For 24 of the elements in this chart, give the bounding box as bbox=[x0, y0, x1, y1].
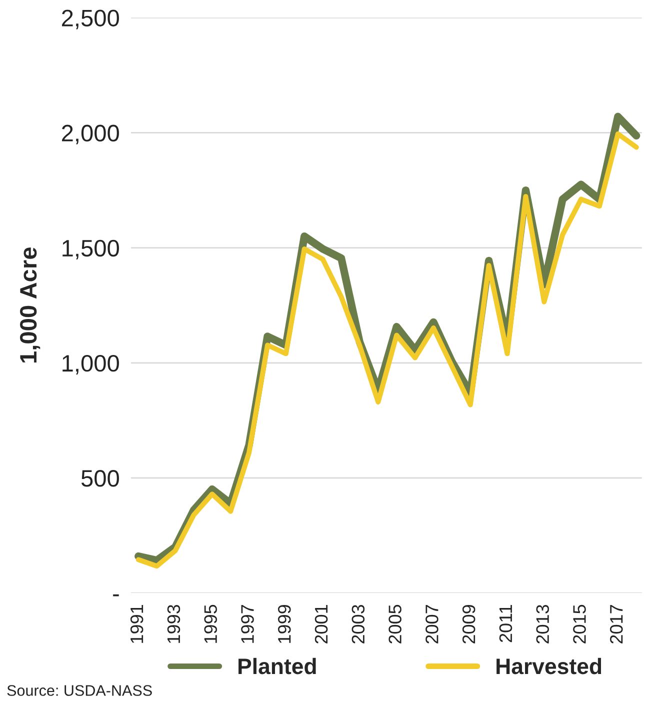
x-tick-label: 2003 bbox=[352, 604, 365, 644]
x-tick-label: 2009 bbox=[462, 605, 476, 644]
y-axis-title: 1,000 Acre bbox=[20, 248, 40, 362]
x-tick-label: 2015 bbox=[573, 604, 586, 644]
y-tick-label: 500 bbox=[81, 470, 119, 487]
x-tick-label: 2001 bbox=[314, 605, 328, 644]
y-tick-label: 2,000 bbox=[62, 124, 119, 144]
x-tick-label: 1991 bbox=[130, 605, 144, 643]
y-tick-label: 2,500 bbox=[62, 10, 119, 30]
x-tick-label: 2007 bbox=[426, 605, 438, 644]
x-tick-label: 1993 bbox=[167, 604, 180, 643]
x-tick-label: 1999 bbox=[278, 605, 291, 643]
y-tick-label: 1,500 bbox=[62, 240, 119, 260]
x-tick-label: 2017 bbox=[610, 605, 623, 644]
x-tick-label: 2005 bbox=[388, 604, 402, 644]
source-note: Source: USDA-NASS bbox=[7, 685, 152, 696]
x-tick-label: 1997 bbox=[241, 605, 254, 643]
y-tick-label: - bbox=[113, 594, 119, 596]
legend-label: Planted bbox=[238, 658, 316, 674]
legend-label: Harvested bbox=[496, 658, 602, 674]
x-tick-label: 2011 bbox=[499, 605, 512, 642]
y-tick-label: 1,000 bbox=[62, 354, 119, 374]
x-tick-label: 1995 bbox=[204, 604, 217, 643]
x-tick-label: 2013 bbox=[536, 604, 549, 644]
